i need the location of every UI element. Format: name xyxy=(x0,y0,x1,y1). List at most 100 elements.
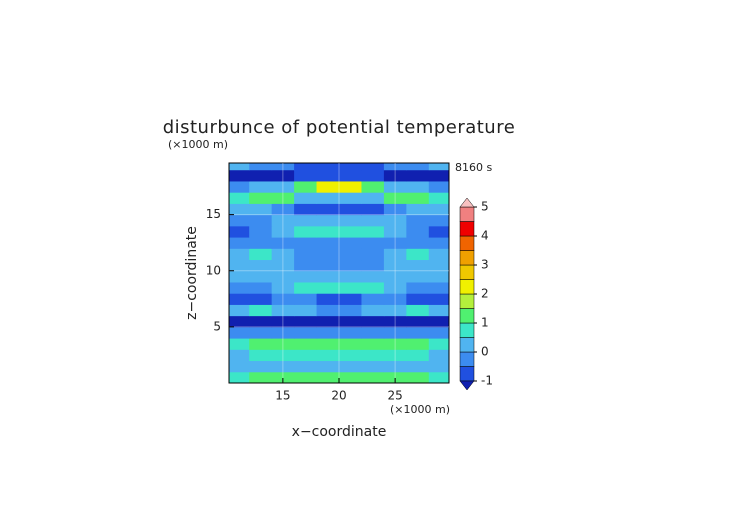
contour-cell xyxy=(316,338,340,350)
time-label: 8160 s xyxy=(455,161,492,174)
colorbar-tick-label: 3 xyxy=(481,258,489,272)
contour-cell xyxy=(249,360,273,373)
contour-cell xyxy=(428,281,449,294)
contour-cell xyxy=(383,259,407,272)
contour-cell xyxy=(339,163,362,171)
contour-cell xyxy=(271,338,295,350)
contour-cell xyxy=(294,225,318,238)
contour-cell xyxy=(383,304,407,317)
contour-cell xyxy=(428,371,449,383)
contour-cell xyxy=(229,281,250,294)
contour-cell xyxy=(229,169,250,182)
contour-cell xyxy=(229,326,250,339)
contour-cell xyxy=(229,203,250,216)
contour-cell xyxy=(294,259,318,272)
contour-cell xyxy=(316,371,340,383)
contour-cell xyxy=(361,169,385,182)
contour-cell xyxy=(229,180,250,193)
x-unit: (×1000 m) xyxy=(390,403,450,416)
contour-cell xyxy=(316,270,340,283)
contour-cell xyxy=(271,169,295,182)
colorbar-segment xyxy=(459,279,475,295)
contour-cell xyxy=(271,203,295,216)
contour-cell xyxy=(316,163,340,171)
contour-cell xyxy=(383,360,407,373)
contour-cell xyxy=(406,360,430,373)
contour-cell xyxy=(383,338,407,350)
y-tick-label: 10 xyxy=(206,263,221,277)
contour-cell xyxy=(339,326,362,339)
contour-cell xyxy=(229,315,250,328)
y-unit: (×1000 m) xyxy=(168,138,228,151)
contour-cell xyxy=(229,270,250,283)
contour-cell xyxy=(339,371,362,383)
contour-cell xyxy=(428,248,449,261)
contour-cell xyxy=(406,259,430,272)
contour-cell xyxy=(294,180,318,193)
contour-cell xyxy=(249,326,273,339)
contour-cell xyxy=(229,225,250,238)
contour-cell xyxy=(383,225,407,238)
contour-cell xyxy=(406,293,430,305)
contour-cell xyxy=(361,163,385,171)
contour-cell xyxy=(406,304,430,317)
contour-cell xyxy=(294,270,318,283)
contour-cell xyxy=(406,326,430,339)
colorbar-tick-label: 0 xyxy=(481,345,489,359)
contour-cell xyxy=(249,192,273,204)
contour-cell xyxy=(294,281,318,294)
contour-cell xyxy=(294,315,318,328)
contour-cell xyxy=(361,192,385,204)
contour-cell xyxy=(294,248,318,261)
contour-cell xyxy=(249,237,273,249)
contour-cell xyxy=(229,360,250,373)
x-tick-label: 20 xyxy=(331,389,346,403)
contour-cell xyxy=(428,293,449,305)
contour-cell xyxy=(361,225,385,238)
contour-cell xyxy=(406,225,430,238)
contour-cell xyxy=(294,237,318,249)
x-tick-label: 25 xyxy=(387,389,402,403)
contour-cell xyxy=(271,293,295,305)
contour-cell xyxy=(249,349,273,362)
contour-cell xyxy=(339,281,362,294)
contour-cell xyxy=(229,163,250,171)
colorbar-segment xyxy=(459,221,475,237)
contour-cell xyxy=(229,304,250,317)
colorbar-segment xyxy=(459,322,475,338)
contour-cell xyxy=(383,281,407,294)
contour-cell xyxy=(428,192,449,204)
contour-cell xyxy=(271,326,295,339)
contour-cell xyxy=(271,360,295,373)
contour-cell xyxy=(428,315,449,328)
y-axis-label: z−coordinate xyxy=(184,226,200,320)
contour-cell xyxy=(406,315,430,328)
chart-title: disturbunce of potential temperature xyxy=(163,117,516,138)
contour-cell xyxy=(428,214,449,227)
contour-cell xyxy=(428,203,449,216)
contour-cell xyxy=(249,281,273,294)
contour-cell xyxy=(229,214,250,227)
contour-cell xyxy=(316,326,340,339)
contour-cell xyxy=(249,203,273,216)
colorbar-tick-label: 1 xyxy=(481,316,489,330)
contour-cell xyxy=(316,192,340,204)
contour-cell xyxy=(294,304,318,317)
contour-cell xyxy=(406,237,430,249)
colorbar-extend-low xyxy=(459,380,475,391)
colorbar-segment xyxy=(459,206,475,222)
contour-cell xyxy=(316,281,340,294)
colorbar-tick-label: 2 xyxy=(481,287,489,301)
contour-cell xyxy=(249,293,273,305)
contour-cell xyxy=(294,203,318,216)
contour-cell xyxy=(316,203,340,216)
contour-cell xyxy=(271,192,295,204)
contour-cell xyxy=(361,281,385,294)
contour-cell xyxy=(339,338,362,350)
contour-cell xyxy=(294,169,318,182)
contour-cell xyxy=(428,270,449,283)
contour-cell xyxy=(361,304,385,317)
contour-cell xyxy=(316,214,340,227)
